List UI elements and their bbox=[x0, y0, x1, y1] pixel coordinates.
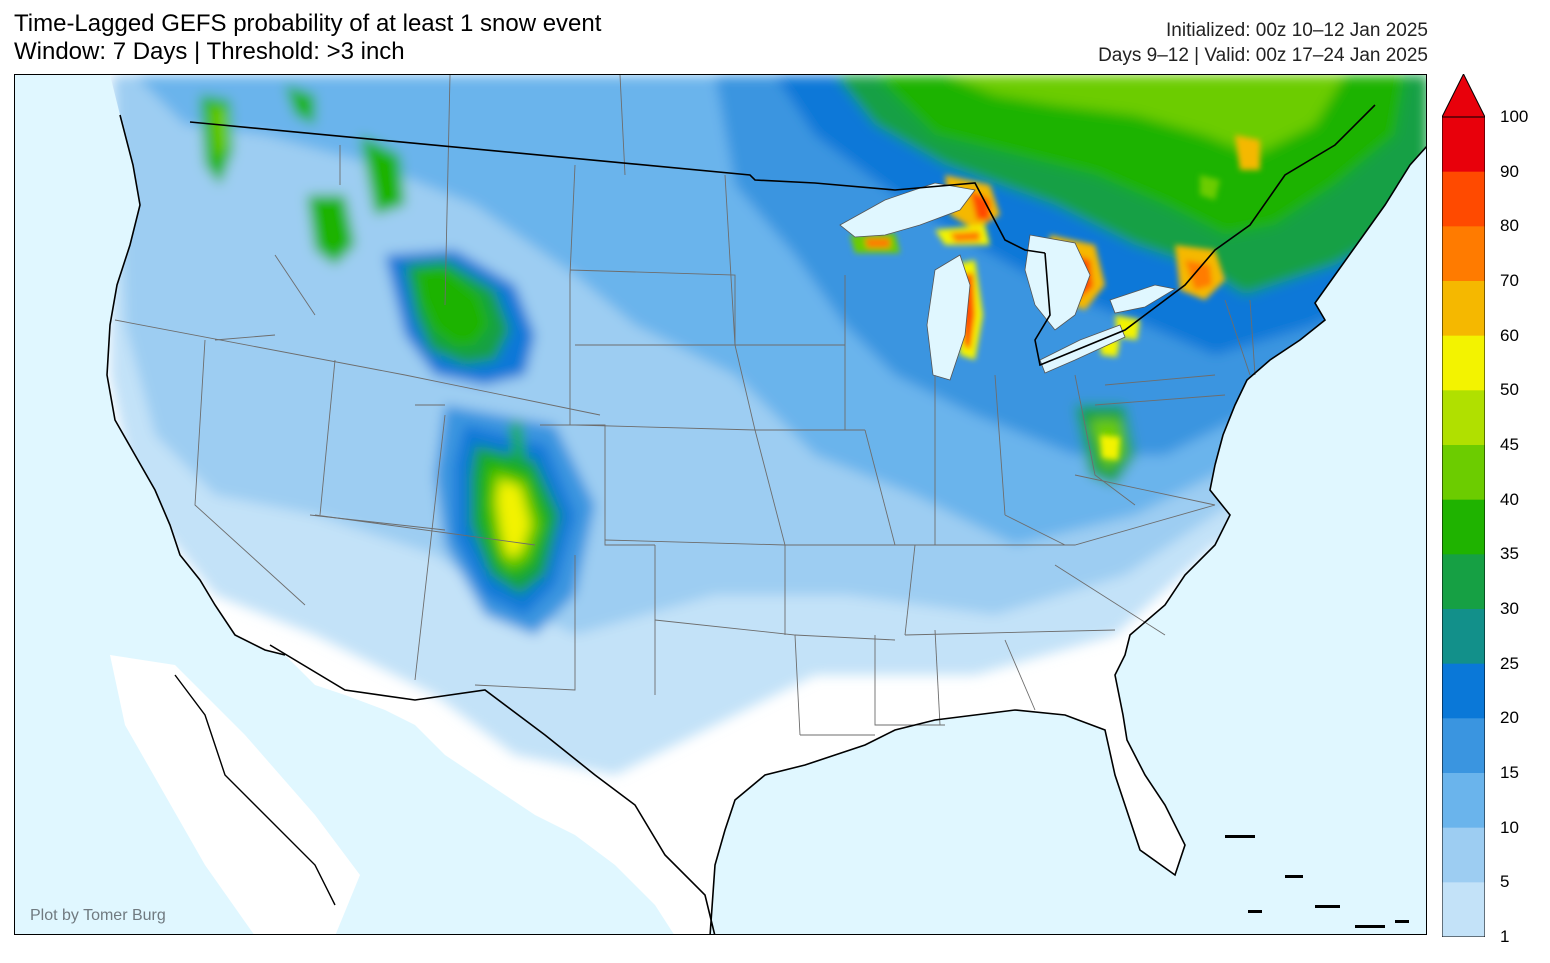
colorbar-tick-label: 1 bbox=[1500, 927, 1510, 946]
colorbar-band bbox=[1442, 663, 1485, 719]
colorbar-tick-label: 35 bbox=[1500, 544, 1519, 564]
baja-coastline bbox=[174, 674, 336, 906]
colorbar-tick-label: 45 bbox=[1500, 435, 1519, 454]
colorbar-band bbox=[1442, 882, 1485, 937]
colorbar-tick-label: 20 bbox=[1500, 708, 1519, 728]
map-title: Time-Lagged GEFS probability of at least… bbox=[14, 10, 601, 66]
colorbar bbox=[1442, 74, 1485, 937]
colorbar-tick-label: 25 bbox=[1500, 653, 1519, 673]
run-info: Initialized: 00z 10–12 Jan 2025 Days 9–1… bbox=[1098, 18, 1428, 68]
colorbar-band bbox=[1442, 335, 1485, 391]
title-line-1: Time-Lagged GEFS probability of at least… bbox=[14, 10, 602, 37]
country-borders bbox=[189, 104, 1376, 934]
colorbar-band bbox=[1442, 718, 1485, 774]
mexico-land bbox=[110, 655, 360, 934]
colorbar-band bbox=[1442, 827, 1485, 883]
colorbar-tick-label: 50 bbox=[1500, 380, 1519, 400]
caribbean-islands bbox=[1225, 835, 1409, 928]
colorbar-tick-label: 15 bbox=[1500, 763, 1519, 782]
colorbar-tick-label: 100 bbox=[1500, 107, 1529, 126]
colorbar-band bbox=[1442, 117, 1485, 173]
colorbar-tick-label: 5 bbox=[1500, 872, 1510, 892]
init-line: Initialized: 00z 10–12 Jan 2025 bbox=[1166, 20, 1428, 41]
colorbar-tick-label: 30 bbox=[1500, 599, 1519, 618]
atlantic-gulf-coastline bbox=[709, 464, 1231, 934]
colorbar-tick-label: 10 bbox=[1500, 817, 1519, 837]
colorbar-tick-label: 90 bbox=[1500, 161, 1519, 181]
colorbar-band bbox=[1442, 390, 1485, 446]
state-boundaries bbox=[114, 75, 1256, 736]
map-panel[interactable] bbox=[14, 74, 1427, 935]
colorbar-band bbox=[1442, 281, 1485, 337]
colorbar-tick-label: 80 bbox=[1500, 216, 1519, 236]
map-canvas bbox=[15, 75, 1426, 934]
probability-field bbox=[110, 75, 1426, 775]
colorbar-tick-label: 60 bbox=[1500, 325, 1519, 345]
colorbar-band bbox=[1442, 445, 1485, 501]
plot-credit: Plot by Tomer Burg bbox=[30, 907, 166, 924]
great-lakes bbox=[839, 182, 1177, 381]
colorbar-tick-label: 70 bbox=[1500, 271, 1519, 290]
colorbar-extend-arrow bbox=[1442, 74, 1485, 118]
colorbar-band bbox=[1442, 171, 1485, 227]
colorbar-band bbox=[1442, 554, 1485, 610]
colorbar-band bbox=[1442, 226, 1485, 282]
colorbar-band bbox=[1442, 609, 1485, 665]
colorbar-band bbox=[1442, 499, 1485, 555]
colorbar-tick-label: 40 bbox=[1500, 489, 1519, 509]
pacific-coastline bbox=[106, 114, 286, 656]
northeast-coastline bbox=[1214, 146, 1426, 466]
colorbar-band bbox=[1442, 773, 1485, 829]
valid-line: Days 9–12 | Valid: 00z 17–24 Jan 2025 bbox=[1098, 45, 1428, 66]
title-line-2: Window: 7 Days | Threshold: >3 inch bbox=[14, 38, 405, 65]
